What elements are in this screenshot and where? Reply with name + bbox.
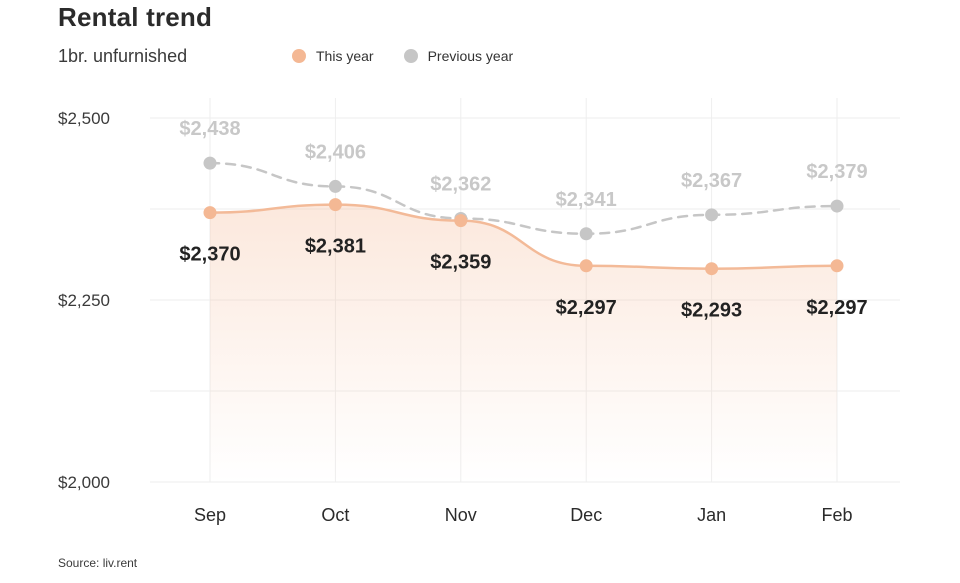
this-year-point (705, 262, 719, 276)
y-tick-label: $2,000 (58, 473, 110, 492)
previous-year-data-label: $2,341 (556, 189, 617, 211)
previous-year-data-label: $2,367 (681, 170, 742, 192)
x-tick-label: Sep (194, 505, 226, 525)
this-year-data-label: $2,293 (681, 300, 742, 322)
legend-item-previous-year: Previous year (403, 48, 514, 64)
previous-year-line (208, 161, 839, 236)
this-year-point (203, 206, 217, 220)
previous-year-point (705, 208, 719, 222)
previous-year-point (203, 156, 217, 170)
previous-year-data-label: $2,406 (305, 141, 366, 163)
previous-year-data-label: $2,438 (179, 118, 240, 140)
this-year-data-label: $2,370 (179, 244, 240, 266)
legend: This year Previous year (292, 48, 543, 64)
x-tick-label: Jan (697, 505, 726, 525)
this-year-line (209, 203, 838, 270)
legend-label-this-year: This year (316, 48, 374, 64)
previous-year-point (579, 227, 593, 241)
x-tick-label: Oct (321, 505, 349, 525)
legend-item-this-year: This year (292, 48, 374, 64)
previous-year-data-label: $2,362 (430, 173, 491, 195)
previous-year-point (328, 179, 342, 193)
x-tick-label: Feb (821, 505, 852, 525)
source-note: Source: liv.rent (58, 556, 138, 570)
this-year-data-label: $2,381 (305, 236, 366, 258)
this-year-area (210, 204, 837, 482)
previous-year-data-label: $2,379 (806, 161, 867, 183)
x-tick-label: Nov (445, 505, 477, 525)
this-year-point (454, 214, 468, 228)
legend-label-previous-year: Previous year (427, 48, 514, 64)
this-year-point (328, 198, 342, 212)
this-year-point (830, 259, 844, 273)
this-year-point (579, 259, 593, 273)
y-tick-label: $2,250 (58, 291, 110, 310)
this-year-data-label: $2,297 (556, 297, 617, 319)
this-year-data-label: $2,359 (430, 252, 491, 274)
chart-title: Rental trend (58, 2, 213, 32)
legend-swatch-this-year (292, 49, 306, 63)
chart-subtitle: 1br. unfurnished (58, 46, 188, 66)
legend-swatch-previous-year (403, 49, 418, 63)
this-year-data-label: $2,297 (806, 297, 867, 319)
y-tick-label: $2,500 (58, 109, 110, 128)
x-tick-label: Dec (570, 505, 602, 525)
previous-year-point (830, 199, 844, 213)
